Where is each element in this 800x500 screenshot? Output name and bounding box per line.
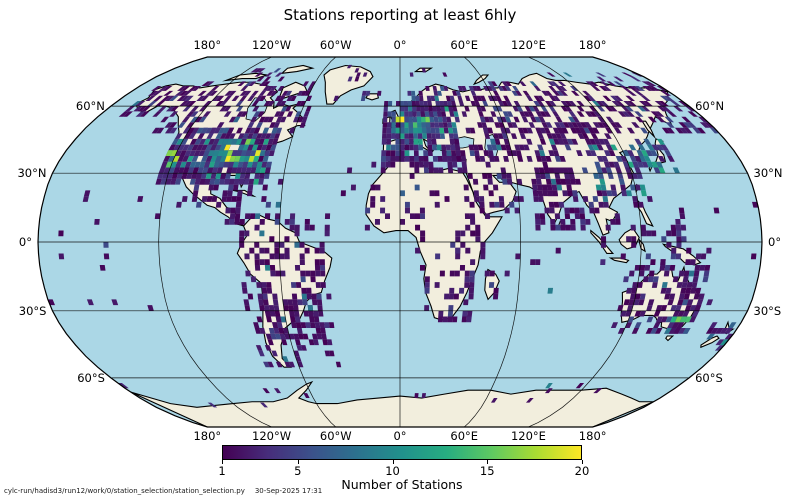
lon-label-top: 180° [193, 38, 222, 52]
lat-label-right: 30°S [753, 303, 782, 318]
colorbar-tick [582, 460, 583, 464]
lon-label-top: 60°E [450, 38, 479, 52]
figure-title: Stations reporting at least 6hly [283, 6, 517, 24]
lon-label-bottom: 60°E [450, 429, 479, 443]
lon-label-bottom: 180° [578, 429, 607, 443]
colorbar-tick-label: 1 [218, 464, 226, 478]
lat-label-left: 30°S [18, 303, 47, 318]
lat-label-left: 60°N [75, 99, 105, 114]
lon-label-bottom: 120°E [510, 429, 546, 443]
lon-label-bottom: 60°W [319, 429, 352, 443]
footer-script-path: cylc-run/hadisd3/run12/work/0/station_se… [4, 487, 245, 495]
footer-text: cylc-run/hadisd3/run12/work/0/station_se… [4, 487, 322, 495]
colorbar-tick [392, 460, 394, 464]
colorbar-tick [297, 460, 299, 464]
colorbar-tick-label: 5 [294, 464, 302, 478]
colorbar [222, 445, 582, 460]
lat-label-right: 30°N [753, 166, 783, 181]
colorbar-tick [222, 460, 223, 464]
lat-label-right: 60°S [695, 370, 723, 385]
lat-label-left: 30°N [17, 166, 47, 181]
lon-label-top: 0° [393, 38, 407, 52]
lon-label-top: 60°W [319, 38, 352, 52]
lon-label-bottom: 120°W [252, 429, 292, 443]
lon-label-top: 120°E [510, 38, 546, 52]
colorbar-label: Number of Stations [341, 477, 463, 492]
lon-label-top: 120°W [252, 38, 292, 52]
lat-label-left: 0° [18, 235, 32, 249]
footer-datetime: 30-Sep-2025 17:31 [254, 487, 323, 495]
colorbar-tick-label: 10 [385, 464, 400, 478]
lat-label-right: 0° [768, 235, 782, 249]
colorbar-tick [487, 460, 489, 464]
lon-label-bottom: 0° [393, 429, 407, 443]
lon-label-top: 180° [578, 38, 607, 52]
lon-label-bottom: 180° [193, 429, 222, 443]
lat-label-right: 60°N [695, 99, 725, 114]
colorbar-tick-label: 15 [479, 464, 495, 478]
lat-label-left: 60°S [77, 370, 105, 385]
colorbar-tick-label: 20 [574, 464, 590, 478]
